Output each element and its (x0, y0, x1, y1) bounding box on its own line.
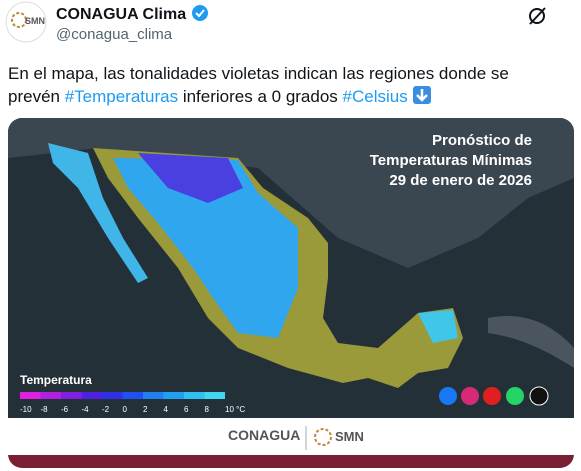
verified-badge (191, 5, 208, 21)
scale-swatch (184, 392, 205, 399)
text: inferiores a 0 grados (178, 87, 343, 106)
scale-swatch (61, 392, 82, 399)
legend-title: Temperatura (20, 373, 92, 387)
hashtag[interactable]: #Temperaturas (64, 87, 179, 106)
scale-label: 10 °C (225, 405, 245, 414)
tweet-text: En el mapa, las tonalidades violetas ind… (8, 62, 538, 108)
scale-label: -10 (20, 405, 32, 414)
map-title: Temperaturas Mínimas (370, 152, 532, 169)
grok-icon[interactable] (526, 4, 550, 28)
tweet-image[interactable]: Pronóstico de Temperaturas Mínimas 29 de… (8, 118, 574, 468)
scale-label: 0 (123, 405, 128, 414)
scale-swatch (81, 392, 102, 399)
account-name[interactable]: CONAGUA Clima (56, 4, 209, 24)
scale-swatch (102, 392, 123, 399)
scale-swatch (40, 392, 61, 399)
scale-label: -8 (41, 405, 49, 414)
map-title: 29 de enero de 2026 (389, 172, 532, 189)
scale-swatch (122, 392, 143, 399)
social-icons (439, 386, 549, 406)
footer-logo: CONAGUA (228, 427, 300, 443)
scale-label: 6 (184, 405, 189, 414)
avatar-label: SMN (25, 16, 45, 26)
scale-label: -6 (61, 405, 69, 414)
footer-logo: SMN (335, 429, 364, 444)
map-title: Pronóstico de (432, 132, 532, 149)
scale-swatch (204, 392, 225, 399)
scale-swatch (163, 392, 184, 399)
text: En el mapa, las tonalidades violetas ind… (8, 64, 509, 106)
avatar[interactable]: SMN (4, 0, 52, 48)
scale-label: 2 (143, 405, 148, 414)
scale-swatch (20, 392, 41, 399)
hashtag[interactable]: #Celsius (342, 87, 408, 106)
scale-label: 4 (164, 405, 169, 414)
arrow-emoji (413, 86, 432, 104)
scale-swatch (143, 392, 164, 399)
scale-label: -2 (102, 405, 110, 414)
name-text[interactable]: CONAGUA Clima (56, 6, 187, 23)
handle[interactable]: @conagua_clima (56, 26, 173, 43)
scale-label: 8 (205, 405, 210, 414)
scale-label: -4 (82, 405, 90, 414)
